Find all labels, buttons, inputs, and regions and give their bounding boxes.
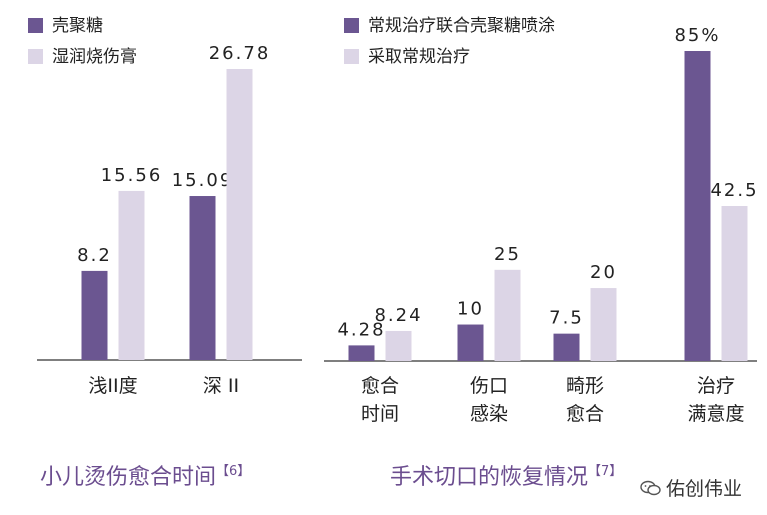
bar-2-s2-c3 <box>590 288 617 361</box>
category-label-2-c2-l1: 伤口 <box>470 375 508 397</box>
category-label-1-c2: 深 II <box>203 375 239 397</box>
legend-label-1-2: 湿润烧伤膏 <box>52 46 137 67</box>
legend-swatch-1-2 <box>28 49 43 64</box>
data-label-1-s2-c1: 15.56 <box>101 165 163 186</box>
data-label-1-s1-c1: 8.2 <box>77 245 112 266</box>
category-label-2-c4-l2: 满意度 <box>687 403 744 425</box>
bar-1-s2-c2 <box>226 69 253 360</box>
wechat-icon <box>640 480 661 495</box>
category-label-1-c1: 浅II度 <box>88 375 137 397</box>
watermark-text: 佑创伟业 <box>666 478 743 500</box>
bar-1-s1-c1 <box>81 270 108 360</box>
bar-2-s2-c1 <box>385 330 412 361</box>
bar-1-s1-c2 <box>189 196 216 360</box>
legend-label-2-2: 采取常规治疗 <box>368 47 470 67</box>
watermark: 佑创伟业 <box>640 474 742 501</box>
data-label-2-s1-c3: 7.5 <box>549 308 584 329</box>
legend-swatch-1-1 <box>28 18 43 33</box>
data-label-1-s2-c2: 26.78 <box>209 43 271 64</box>
category-label-2-c1-l2: 时间 <box>361 403 399 425</box>
data-label-2-s1-c4: 85% <box>674 25 720 46</box>
category-label-2-c3-l1: 畸形 <box>566 375 604 397</box>
chart-ref-1: 【6】 <box>216 464 250 479</box>
bar-2-s2-c2 <box>494 269 521 361</box>
legend-swatch-2-1 <box>344 18 359 33</box>
data-label-2-s1-c1: 4.28 <box>337 319 385 340</box>
bar-2-s1-c3 <box>553 333 580 361</box>
category-label-2-c1-l1: 愈合 <box>361 375 399 397</box>
bar-2-s1-c2 <box>457 324 484 361</box>
data-label-2-s1-c2: 10 <box>457 299 484 320</box>
legend-swatch-2-2 <box>344 49 359 64</box>
category-label-2-c4-l1: 治疗 <box>697 375 735 397</box>
category-label-2-c2-l2: 感染 <box>470 403 508 425</box>
legend-label-1-1: 壳聚糖 <box>52 16 103 36</box>
data-label-1-s1-c2: 15.09 <box>172 170 234 191</box>
chart-title-1: 小儿烫伤愈合时间【6】 <box>40 464 250 490</box>
category-label-2-c3-l2: 愈合 <box>566 403 604 425</box>
chart-ref-2: 【7】 <box>588 464 622 479</box>
data-label-2-s2-c1: 8.24 <box>374 305 422 326</box>
data-label-2-s2-c3: 20 <box>590 262 617 283</box>
chart-title-2: 手术切口的恢复情况【7】 <box>390 464 622 490</box>
bar-2-s2-c4 <box>721 206 748 361</box>
legend-label-2-1: 常规治疗联合壳聚糖喷涂 <box>368 16 555 36</box>
bar-2-s1-c1 <box>348 345 375 361</box>
bar-1-s2-c1 <box>118 190 145 360</box>
bar-2-s1-c4 <box>684 51 711 361</box>
data-label-2-s2-c4: 42.5 <box>710 180 758 201</box>
data-label-2-s2-c2: 25 <box>494 244 521 265</box>
